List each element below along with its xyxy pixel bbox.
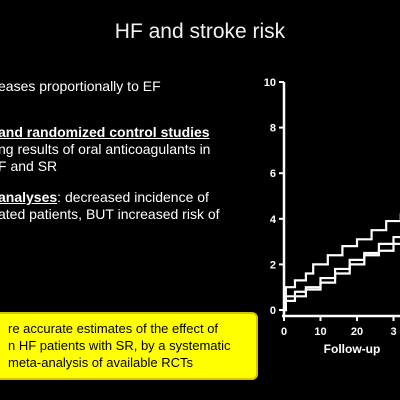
bullet-analyses-line1: : decreased incidence of xyxy=(57,189,209,205)
y-tick-label: 2 xyxy=(270,259,276,271)
bullet-analyses: analyses: decreased incidence of ated pa… xyxy=(0,189,220,223)
bullet-rct-line2: ng results of oral anticoagulants in xyxy=(0,141,211,157)
bullet-rct: and randomized control studies ng result… xyxy=(0,124,210,175)
slide-title: HF and stroke risk xyxy=(114,20,286,43)
cumulative-incidence-chart: 0 2 4 6 8 10 0 10 20 3 Follow-up xyxy=(264,77,400,356)
bullet-rct-heading: and randomized control studies xyxy=(0,124,210,140)
x-axis-label: Follow-up xyxy=(324,342,381,356)
bullet-ef-text: eases proportionally to EF xyxy=(0,78,161,94)
x-tick-label: 10 xyxy=(314,326,326,338)
callout-box: re accurate estimates of the effect of n… xyxy=(0,312,258,380)
bullet-rct-line3: F and SR xyxy=(0,158,58,174)
bullet-analyses-heading: analyses xyxy=(0,189,58,205)
callout-line3: meta-analysis of available RCTs xyxy=(8,355,193,370)
y-tick-label: 0 xyxy=(270,305,276,317)
bullet-ef: eases proportionally to EF xyxy=(0,78,161,95)
series-line-2 xyxy=(284,235,400,312)
bullet-analyses-line2: ated patients, BUT increased risk of xyxy=(0,206,220,222)
x-tick-label: 0 xyxy=(281,326,287,338)
y-tick-label: 6 xyxy=(270,168,276,180)
x-tick-label: 3 xyxy=(390,326,396,338)
y-tick-label: 10 xyxy=(264,77,276,89)
callout-line1: re accurate estimates of the effect of xyxy=(8,321,219,336)
callout-line2: n HF patients with SR, by a systematic xyxy=(8,338,231,353)
y-tick-label: 4 xyxy=(270,214,277,226)
x-tick-label: 20 xyxy=(351,326,363,338)
series-line-3 xyxy=(284,242,400,312)
series-line-1 xyxy=(284,213,400,312)
y-tick-label: 8 xyxy=(270,123,276,135)
